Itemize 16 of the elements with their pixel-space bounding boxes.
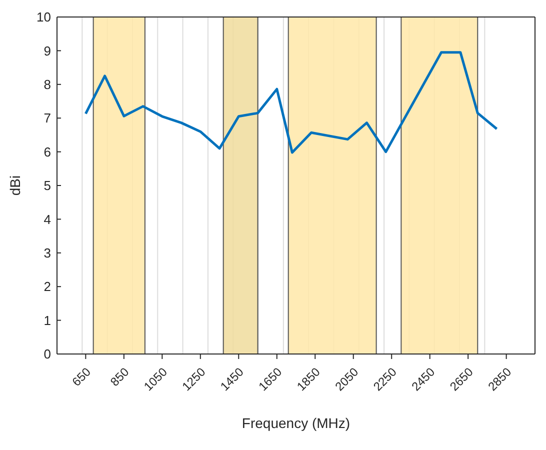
y-tick-label: 4	[44, 212, 51, 227]
y-axis-title: dBi	[7, 175, 23, 196]
line-series	[84, 51, 498, 154]
x-tick-label: 650	[69, 364, 94, 389]
y-tick-label: 3	[44, 246, 51, 261]
y-tick-label: 2	[44, 279, 51, 294]
x-axis-title: Frequency (MHz)	[242, 415, 350, 431]
x-tick-label: 850	[108, 364, 132, 389]
y-tick-label: 5	[44, 178, 51, 194]
y-tick-label: 10	[36, 10, 51, 25]
y-tick-label: 8	[44, 77, 51, 92]
y-tick-label: 1	[44, 312, 51, 328]
y-tick-label: 6	[44, 144, 51, 160]
y-tick-label: 7	[44, 110, 51, 126]
y-tick-label: 0	[44, 346, 51, 362]
y-tick-label: 9	[44, 43, 51, 58]
